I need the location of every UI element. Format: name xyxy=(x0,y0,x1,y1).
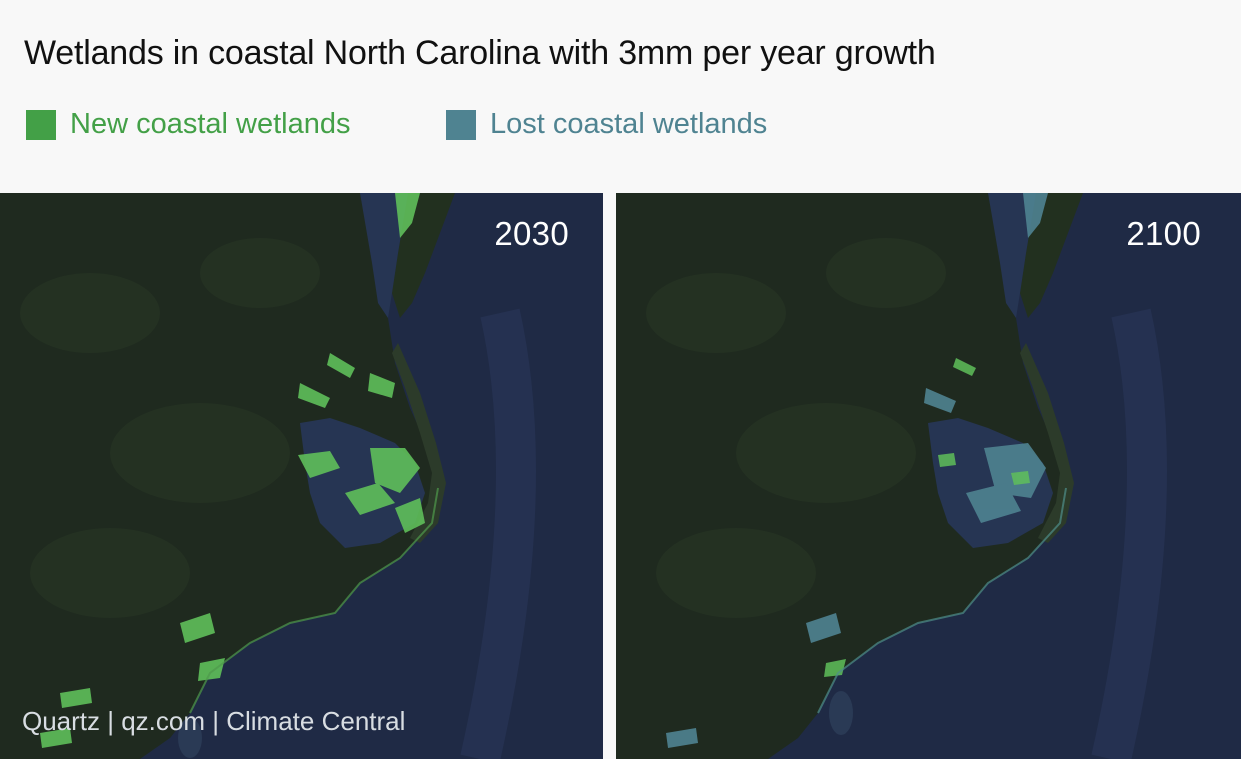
year-label-2030: 2030 xyxy=(494,215,569,252)
legend-item-new-wetlands: New coastal wetlands xyxy=(26,108,350,141)
year-label-2100: 2100 xyxy=(1126,215,1201,252)
lost-wetlands-label: Lost coastal wetlands xyxy=(490,108,768,140)
map-panel-2030: 2030 Quartz | qz.com | Climate Central xyxy=(0,193,603,759)
source-credit: Quartz | qz.com | Climate Central xyxy=(22,706,406,736)
legend-item-lost-wetlands: Lost coastal wetlands xyxy=(446,108,767,141)
lost-wetlands-swatch xyxy=(446,109,476,140)
map-panel-2100: 2100 xyxy=(616,193,1241,759)
map-panels: 2030 Quartz | qz.com | Climate Central xyxy=(0,193,1241,759)
satellite-map-2030 xyxy=(0,193,603,759)
chart-title: Wetlands in coastal North Carolina with … xyxy=(24,34,936,72)
new-wetlands-swatch xyxy=(26,109,56,140)
new-wetlands-label: New coastal wetlands xyxy=(70,108,351,140)
satellite-map-2100 xyxy=(616,193,1241,759)
